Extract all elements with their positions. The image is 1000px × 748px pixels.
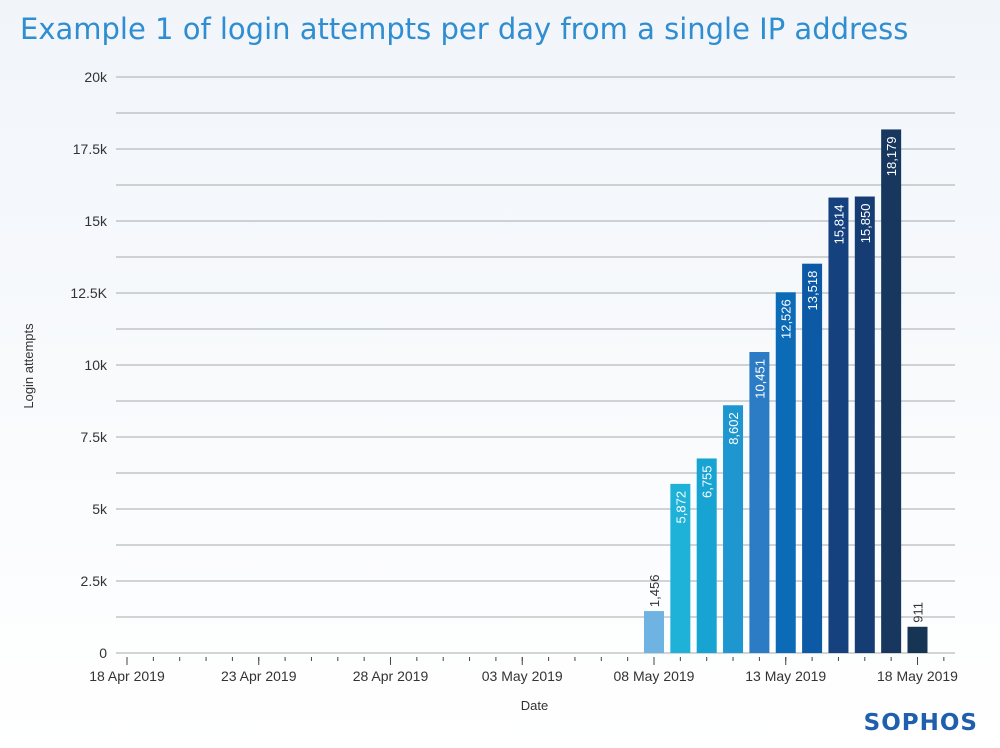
bar (802, 263, 823, 653)
y-axis-title: Login attempts (21, 323, 36, 409)
bar-value-label: 18,179 (884, 136, 899, 176)
sophos-logo: SOPHOS (863, 710, 978, 736)
y-tick-label: 2.5k (81, 573, 108, 589)
bar-value-label: 15,814 (831, 205, 846, 245)
bar-value-label: 5,872 (673, 491, 688, 524)
x-tick-label: 18 Apr 2019 (89, 668, 165, 684)
bar (749, 352, 770, 653)
x-axis-title: Date (521, 698, 548, 713)
y-tick-label: 15k (84, 213, 108, 229)
bar-value-label: 8,602 (726, 412, 741, 445)
x-tick-label: 08 May 2019 (614, 668, 695, 684)
bar (670, 483, 691, 653)
y-tick-label: 0 (99, 645, 107, 661)
bar-value-label: 10,451 (752, 359, 767, 399)
bar-value-label: 911 (911, 602, 926, 623)
y-tick-label: 5k (92, 501, 108, 517)
bar (644, 611, 664, 653)
bar-value-label: 6,755 (700, 465, 715, 498)
bar (828, 197, 849, 653)
bar (696, 458, 717, 653)
bar (775, 292, 796, 653)
bar (881, 129, 902, 653)
x-tick-label: 13 May 2019 (745, 668, 826, 684)
bar-value-label: 12,526 (779, 299, 794, 339)
chart-title: Example 1 of login attempts per day from… (20, 12, 909, 46)
bar (854, 196, 875, 653)
bar-value-label: 1,456 (647, 575, 662, 608)
y-tick-label: 7.5k (81, 429, 108, 445)
bar-value-label: 13,518 (805, 271, 820, 311)
x-tick-label: 03 May 2019 (482, 668, 563, 684)
y-tick-label: 17.5k (73, 141, 108, 157)
y-tick-label: 20k (84, 69, 108, 85)
bar-value-label: 15,850 (858, 204, 873, 244)
x-tick-label: 18 May 2019 (877, 668, 958, 684)
y-tick-label: 10k (84, 357, 108, 373)
bar (907, 626, 928, 653)
y-tick-label: 12.5K (70, 285, 107, 301)
x-tick-label: 23 Apr 2019 (221, 668, 297, 684)
bar (723, 405, 744, 653)
x-tick-label: 28 Apr 2019 (353, 668, 429, 684)
